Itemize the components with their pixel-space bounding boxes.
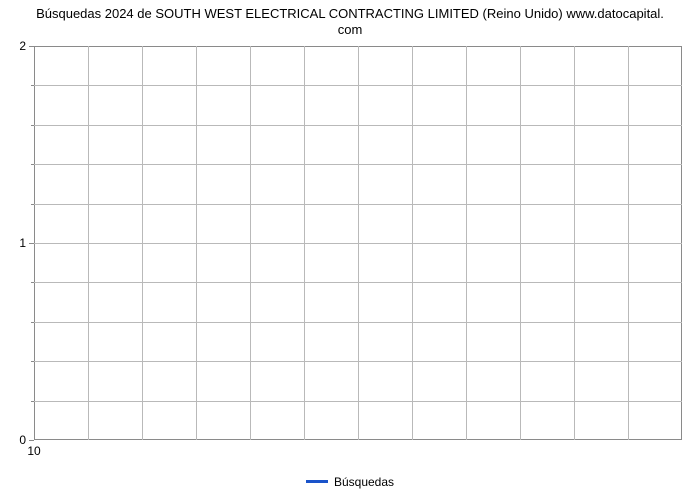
chart-title-line2: com <box>338 22 363 37</box>
gridline-horizontal <box>34 282 682 283</box>
gridline-horizontal <box>34 243 682 244</box>
gridline-horizontal <box>34 361 682 362</box>
chart-title-line1: Búsquedas 2024 de SOUTH WEST ELECTRICAL … <box>36 6 664 21</box>
legend-swatch <box>306 480 328 483</box>
y-tick-mark <box>29 243 34 244</box>
chart-container: Búsquedas 2024 de SOUTH WEST ELECTRICAL … <box>0 0 700 500</box>
legend: Búsquedas <box>0 472 700 489</box>
gridline-horizontal <box>34 125 682 126</box>
y-minor-tick-mark <box>31 164 34 165</box>
y-minor-tick-mark <box>31 401 34 402</box>
y-minor-tick-mark <box>31 361 34 362</box>
gridline-horizontal <box>34 85 682 86</box>
y-minor-tick-mark <box>31 204 34 205</box>
x-tick-label: 10 <box>27 440 40 458</box>
gridline-horizontal <box>34 204 682 205</box>
y-minor-tick-mark <box>31 322 34 323</box>
gridline-horizontal <box>34 322 682 323</box>
plot-area: 01210 <box>34 46 682 440</box>
y-tick-mark <box>29 46 34 47</box>
chart-title: Búsquedas 2024 de SOUTH WEST ELECTRICAL … <box>0 6 700 39</box>
y-minor-tick-mark <box>31 85 34 86</box>
legend-label: Búsquedas <box>334 475 394 489</box>
legend-item: Búsquedas <box>306 475 394 489</box>
gridline-horizontal <box>34 401 682 402</box>
gridline-horizontal <box>34 164 682 165</box>
y-minor-tick-mark <box>31 125 34 126</box>
y-minor-tick-mark <box>31 282 34 283</box>
